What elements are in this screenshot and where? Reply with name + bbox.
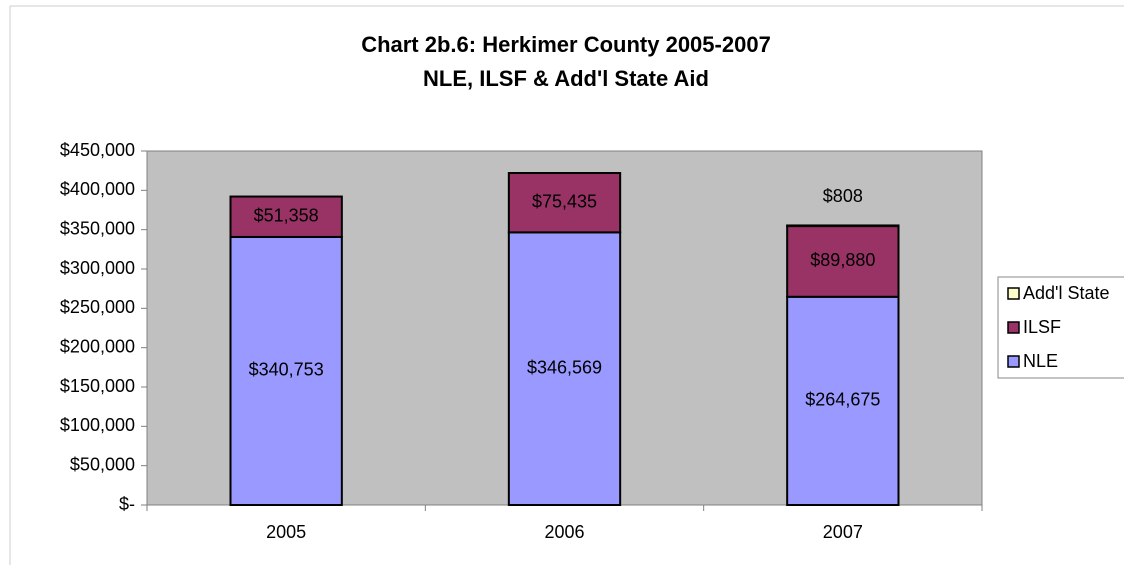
y-tick-label: $250,000 — [60, 297, 135, 317]
legend-label: ILSF — [1023, 317, 1061, 337]
data-label: $75,435 — [532, 191, 597, 211]
bar-segment — [229, 235, 343, 506]
chart-title: Chart 2b.6: Herkimer County 2005-2007 — [361, 32, 771, 57]
chart-title: NLE, ILSF & Add'l State Aid — [423, 66, 709, 91]
y-tick-label: $50,000 — [70, 454, 135, 474]
data-label: $808 — [823, 186, 863, 206]
y-tick-label: $450,000 — [60, 140, 135, 160]
legend-marker — [1007, 287, 1020, 300]
legend-label: NLE — [1023, 351, 1058, 371]
data-label: $346,569 — [527, 357, 602, 377]
legend-marker — [1007, 321, 1020, 334]
y-tick-label: $- — [119, 494, 135, 514]
legend-label: Add'l State — [1023, 283, 1110, 303]
data-label: $51,358 — [254, 205, 319, 225]
x-tick-label: 2007 — [823, 522, 863, 542]
bar-segment — [786, 225, 900, 298]
bar-segment — [229, 195, 343, 238]
y-tick-label: $300,000 — [60, 258, 135, 278]
y-tick-label: $150,000 — [60, 376, 135, 396]
x-tick-label: 2006 — [544, 522, 584, 542]
data-label: $89,880 — [810, 250, 875, 270]
y-tick-label: $350,000 — [60, 218, 135, 238]
legend-marker — [1007, 355, 1020, 368]
y-tick-label: $400,000 — [60, 179, 135, 199]
bar-segment — [507, 172, 622, 234]
y-tick-label: $100,000 — [60, 415, 135, 435]
bar-segment — [786, 295, 900, 506]
bar-segment — [786, 224, 900, 228]
data-label: $264,675 — [805, 390, 880, 410]
data-label: $340,753 — [249, 360, 324, 380]
y-tick-label: $200,000 — [60, 336, 135, 356]
x-tick-label: 2005 — [266, 522, 306, 542]
